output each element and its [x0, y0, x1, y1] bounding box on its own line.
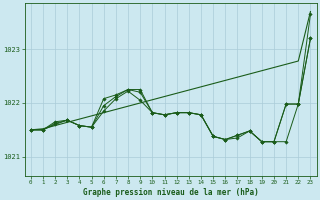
- X-axis label: Graphe pression niveau de la mer (hPa): Graphe pression niveau de la mer (hPa): [83, 188, 259, 197]
